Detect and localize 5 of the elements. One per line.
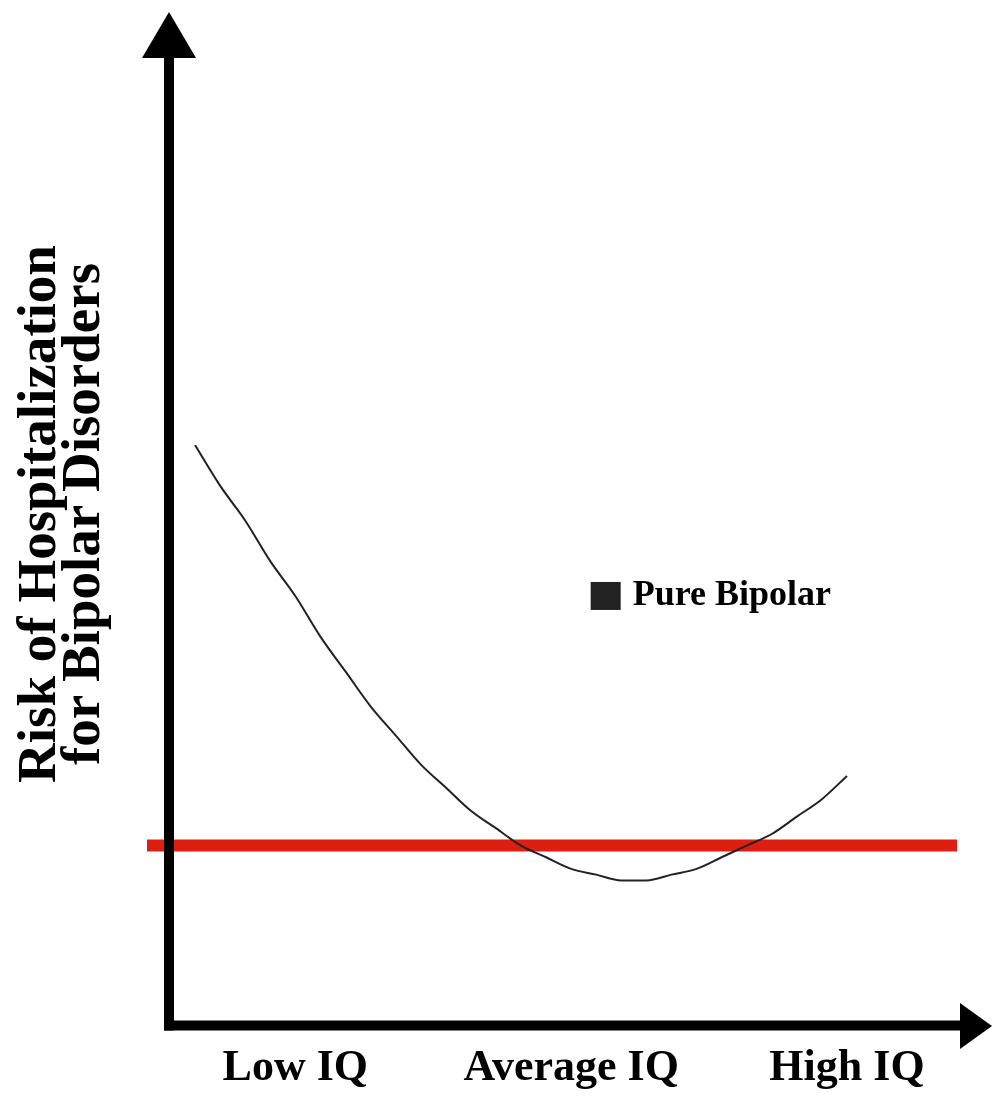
y-axis-title: Risk of Hospitalization for Bipolar Disorders (6, 245, 112, 783)
x-tick-label: High IQ (769, 1041, 925, 1091)
x-tick-label: Low IQ (222, 1041, 369, 1091)
x-tick-label: Average IQ (463, 1041, 679, 1091)
legend-label: Pure Bipolar (632, 573, 832, 614)
